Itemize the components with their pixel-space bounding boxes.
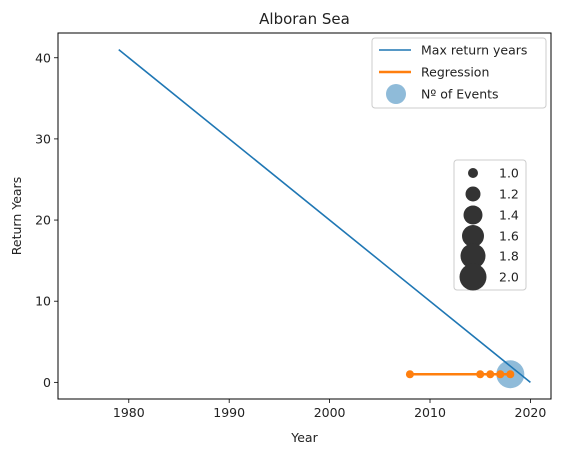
y-tick-label: 10 (35, 294, 51, 309)
size-legend-label: 1.2 (499, 187, 519, 202)
regression-point (486, 370, 495, 379)
y-tick-label: 40 (35, 50, 51, 65)
size-legend-label: 1.4 (499, 208, 519, 223)
size-legend-label: 1.0 (499, 166, 519, 181)
chart-title: Alboran Sea (259, 10, 350, 28)
legend-label-regression: Regression (421, 65, 489, 80)
size-legend-marker (465, 186, 481, 202)
x-tick-label: 1980 (113, 405, 145, 420)
x-tick-label: 2020 (515, 405, 547, 420)
y-axis-label: Return Years (9, 177, 24, 255)
legend-label-events: Nº of Events (421, 87, 499, 102)
size-legend-marker (463, 205, 483, 225)
size-legend: 1.0 1.2 1.4 1.6 1.8 2.0 (453, 159, 527, 291)
regression-point (476, 370, 485, 379)
size-legend-marker (462, 225, 484, 247)
y-tick-label: 30 (35, 131, 51, 146)
x-axis: 1980 1990 2000 2010 2020 (113, 399, 546, 420)
series-line-max-return-years (118, 49, 531, 383)
y-tick-label: 20 (35, 213, 51, 228)
legend-box (371, 37, 547, 109)
x-tick-label: 2010 (414, 405, 446, 420)
x-tick-label: 1990 (213, 405, 245, 420)
x-tick-label: 2000 (314, 405, 346, 420)
x-axis-label: Year (290, 430, 318, 445)
size-legend-marker (459, 263, 487, 291)
legend-label-max-return-years: Max return years (421, 43, 527, 58)
size-legend-label: 1.8 (499, 249, 519, 264)
plot-frame (57, 32, 552, 400)
size-legend-marker (468, 168, 478, 178)
legend: Max return years Regression Nº of Events (371, 37, 547, 109)
y-tick-label: 0 (43, 375, 51, 390)
y-axis: 0 10 20 30 40 (35, 50, 58, 390)
size-legend-label: 1.6 (499, 229, 519, 244)
plot-area (118, 49, 531, 389)
size-legend-label: 2.0 (499, 270, 519, 285)
regression-point (506, 370, 515, 379)
regression-point (405, 370, 414, 379)
size-legend-marker (460, 243, 486, 269)
regression-point (496, 370, 505, 379)
legend-swatch-events (386, 84, 406, 104)
